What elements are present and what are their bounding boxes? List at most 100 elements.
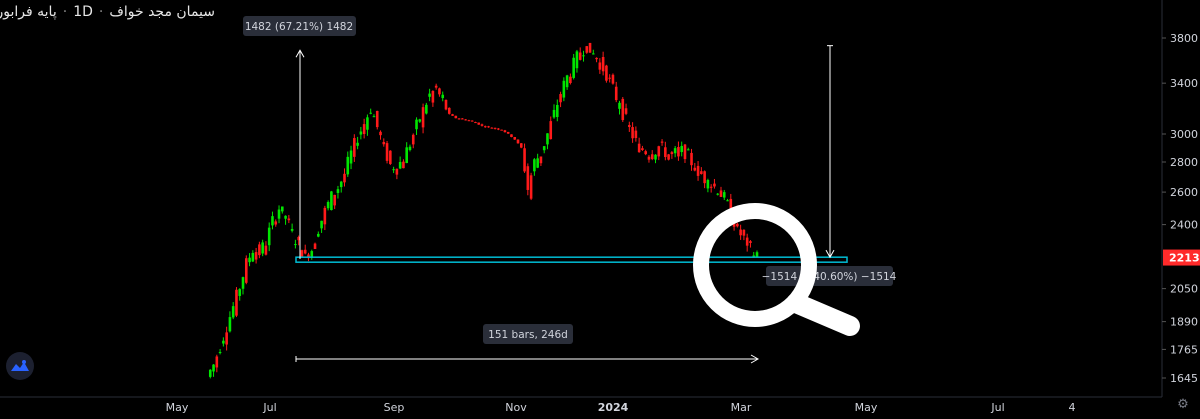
candle-body [457,118,461,120]
last-price-badge [1163,249,1200,266]
candle-body [696,165,700,176]
candle-body [565,75,569,88]
candle-body [366,117,369,130]
candle-body [713,183,716,187]
price-tick-label: 2800 [1170,156,1198,169]
rise-measure-label: 1482 (67.21%) 1482 [245,21,353,33]
candle-body [421,107,425,128]
candle-body [218,352,222,354]
candle-body [208,369,212,377]
candle-body [650,154,654,160]
candle-body [523,148,526,172]
candle-body [693,167,697,171]
candle-body [608,77,611,79]
candle-body [375,110,379,128]
candle-body [621,98,625,121]
candle-body [497,128,500,130]
price-tick-label: 1645 [1170,372,1198,385]
candle-body [464,119,467,121]
candle-body [549,121,553,140]
candle-body [441,94,445,99]
candle-body [477,122,481,125]
candle-body [510,134,513,137]
candle-body [546,133,549,145]
candle-body [280,206,284,212]
chart-title: سیمان مجد خواف · 1D · پایه فرابورس [0,4,215,20]
price-tick-label: 2400 [1170,219,1198,232]
candle-body [700,171,703,175]
interval-label[interactable]: 1D [73,4,93,20]
candle-body [680,145,684,153]
drop-measure-label: −1514 (−40.60%) −1514 [762,271,897,283]
time-tick-label: Mar [731,401,752,414]
rise-arrowhead [295,49,305,58]
candle-body [569,76,572,84]
candle-body [425,104,428,114]
candle-body [313,243,317,249]
candle-body [290,229,294,231]
range-measure-box [483,324,573,344]
candle-body [647,156,651,160]
candle-body [372,116,376,118]
tradingview-logo-icon[interactable] [6,352,34,380]
candle-body [447,107,451,114]
rise-measure-box [243,16,356,36]
candle-body [634,130,638,139]
candle-body [529,175,533,199]
candle-body [660,141,664,143]
price-tick-label: 3000 [1170,128,1198,141]
price-tick-label: 3400 [1170,77,1198,90]
candle-body [533,159,536,172]
candle-body [572,57,575,78]
candle-body [434,85,438,88]
candle-body [405,147,409,164]
title-separator: · [98,4,104,20]
candle-body [667,154,670,160]
candle-body [258,244,261,256]
candle-body [271,216,274,226]
candle-body [307,254,310,259]
candle-body [745,237,749,246]
gear-icon[interactable]: ⚙ [1177,397,1189,412]
price-tick-label: 3800 [1170,32,1198,45]
support-zone-box[interactable] [295,256,848,263]
candle-body [297,236,300,241]
candle-body [516,139,520,144]
time-tick-label: Sep [384,401,405,414]
time-tick-label: May [166,401,189,414]
candle-body [559,94,562,103]
candle-body [317,233,320,237]
candle-body [241,277,245,289]
candle-body [333,194,336,206]
candle-body [251,252,255,262]
range-arrowhead [750,354,760,364]
candle-body [395,168,399,175]
candle-body [303,249,307,254]
candle-body [408,146,412,151]
candle-body [418,119,422,122]
candle-body [716,193,720,195]
candle-body [261,242,264,254]
candle-body [248,257,251,263]
candle-body [654,154,657,160]
candle-body [624,108,628,114]
time-tick-label: 4 [1069,401,1076,414]
range-measure-label: 151 bars, 246d [488,329,568,341]
candle-body [267,227,271,246]
search-icon[interactable] [693,203,817,327]
candle-body [444,99,448,110]
candle-body [670,152,674,155]
candle-body [235,289,238,316]
time-tick-label: May [855,401,878,414]
candle-body [379,131,382,136]
last-price-label: 2213 [1169,252,1200,265]
candle-body [592,53,595,55]
symbol-name: سیمان مجد خواف [109,4,215,20]
candle-body [264,245,268,255]
candle-body [752,255,756,257]
time-tick-label: Nov [505,401,527,414]
candle-body [614,86,618,101]
candle-body [320,220,323,229]
